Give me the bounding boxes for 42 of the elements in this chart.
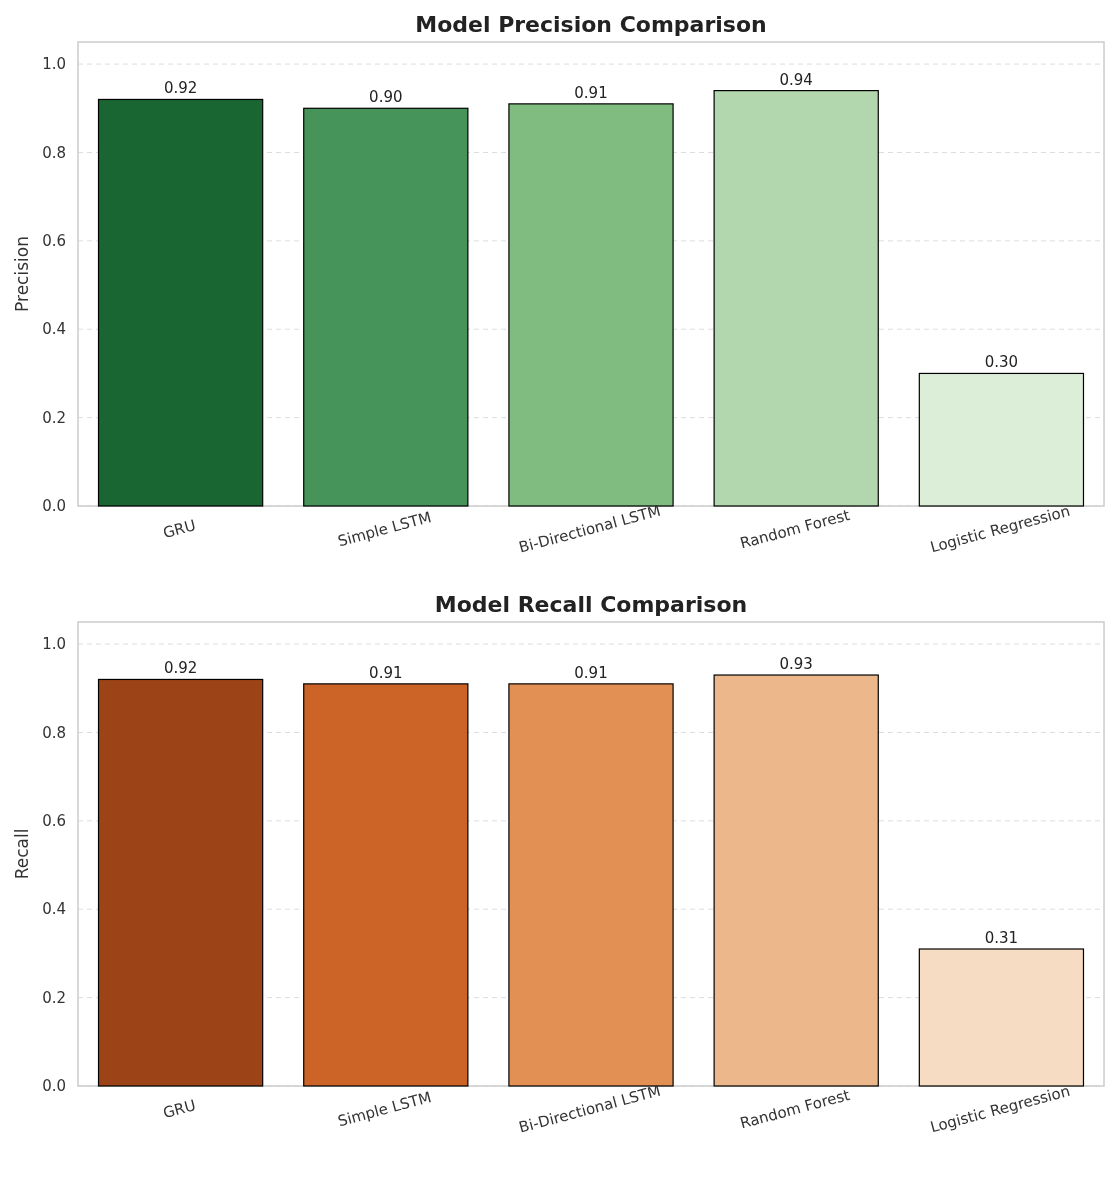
y-tick-label: 0.8 xyxy=(42,723,66,742)
bar xyxy=(508,103,674,507)
y-tick-label: 0.6 xyxy=(42,232,66,251)
y-tick-label: 0.4 xyxy=(42,900,66,919)
y-tick-label: 1.0 xyxy=(42,635,66,654)
data-label: 0.93 xyxy=(779,655,813,674)
x-tick-label: Simple LSTM xyxy=(335,508,434,551)
x-tick-label: Simple LSTM xyxy=(335,1088,434,1131)
data-label: 0.90 xyxy=(369,88,403,107)
chart-title: Model Precision Comparison xyxy=(415,12,767,37)
y-tick-label: 0.6 xyxy=(42,812,66,831)
x-tick-label: Random Forest xyxy=(738,1085,852,1133)
bar xyxy=(918,372,1085,507)
data-label: 0.91 xyxy=(369,663,403,682)
bar xyxy=(918,948,1085,1087)
y-tick-label: 0.8 xyxy=(42,143,66,162)
y-tick-label: 0.2 xyxy=(42,408,66,427)
data-label: 0.30 xyxy=(984,353,1019,372)
bar xyxy=(713,674,879,1087)
chart-title: Model Recall Comparison xyxy=(434,592,748,617)
bar xyxy=(303,683,469,1087)
data-label: 0.92 xyxy=(163,659,198,678)
data-label: 0.31 xyxy=(984,929,1019,948)
bar xyxy=(97,98,264,507)
bar xyxy=(303,107,469,507)
data-label: 0.92 xyxy=(163,79,198,98)
x-tick-label: GRU xyxy=(161,1096,198,1123)
bar xyxy=(713,90,879,507)
y-tick-label: 0.0 xyxy=(42,1077,66,1096)
bar xyxy=(97,678,264,1087)
y-tick-label: 0.4 xyxy=(42,320,66,339)
y-tick-label: 1.0 xyxy=(42,55,66,74)
data-label: 0.91 xyxy=(574,83,608,102)
y-tick-label: 0.0 xyxy=(42,497,66,516)
x-tick-label: GRU xyxy=(161,516,198,543)
y-tick-label: 0.2 xyxy=(42,988,66,1007)
data-label: 0.94 xyxy=(779,70,813,89)
y-axis-title: Recall xyxy=(12,828,32,880)
x-tick-label: Random Forest xyxy=(738,505,852,553)
data-label: 0.91 xyxy=(574,663,608,682)
y-axis-title: Precision xyxy=(12,236,32,312)
bar xyxy=(508,683,674,1087)
